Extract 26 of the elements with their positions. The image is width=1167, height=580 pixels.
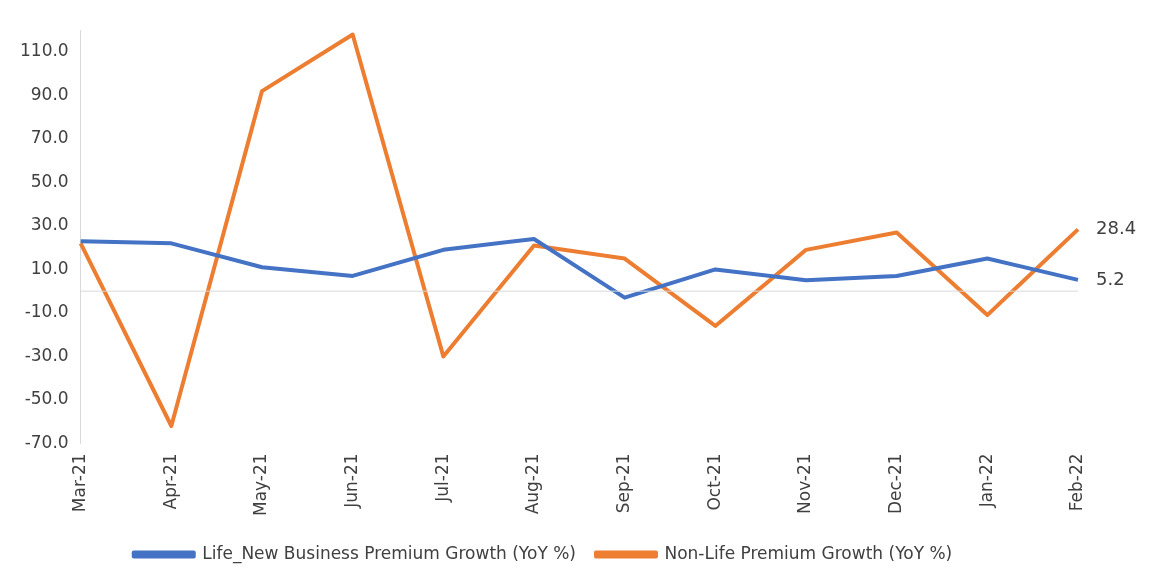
y-tick-label: 10.0 — [30, 257, 69, 278]
x-tick-label: Jun-21 — [341, 453, 362, 509]
y-tick-label: -70.0 — [24, 431, 69, 452]
y-tick-label: 30.0 — [30, 214, 69, 235]
data-label: 28.4 — [1096, 217, 1137, 239]
x-tick-label: Aug-21 — [522, 453, 543, 515]
x-tick-label: Oct-21 — [703, 453, 724, 511]
y-tick-label: -10.0 — [24, 301, 69, 322]
y-tick-label: 70.0 — [30, 127, 69, 148]
data-label: 5.2 — [1096, 267, 1125, 289]
x-tick-label: Mar-21 — [69, 453, 90, 513]
legend-label: Life_New Business Premium Growth (YoY %) — [202, 542, 576, 564]
y-tick-label: 110.0 — [20, 40, 69, 61]
x-tick-label: Dec-21 — [885, 453, 906, 515]
x-tick-label: Jan-22 — [975, 453, 996, 509]
y-tick-label: -50.0 — [24, 388, 69, 409]
x-tick-label: Feb-22 — [1066, 453, 1087, 512]
y-tick-label: 50.0 — [30, 170, 69, 191]
x-tick-label: Nov-21 — [794, 453, 815, 514]
x-tick-label: Sep-21 — [613, 453, 634, 514]
x-tick-label: Apr-21 — [159, 453, 180, 510]
legend-label: Non-Life Premium Growth (YoY %) — [664, 542, 953, 563]
y-tick-label: 90.0 — [30, 83, 69, 104]
y-tick-label: -30.0 — [24, 344, 69, 365]
x-tick-label: May-21 — [250, 453, 271, 517]
x-tick-label: Jul-21 — [431, 453, 452, 503]
